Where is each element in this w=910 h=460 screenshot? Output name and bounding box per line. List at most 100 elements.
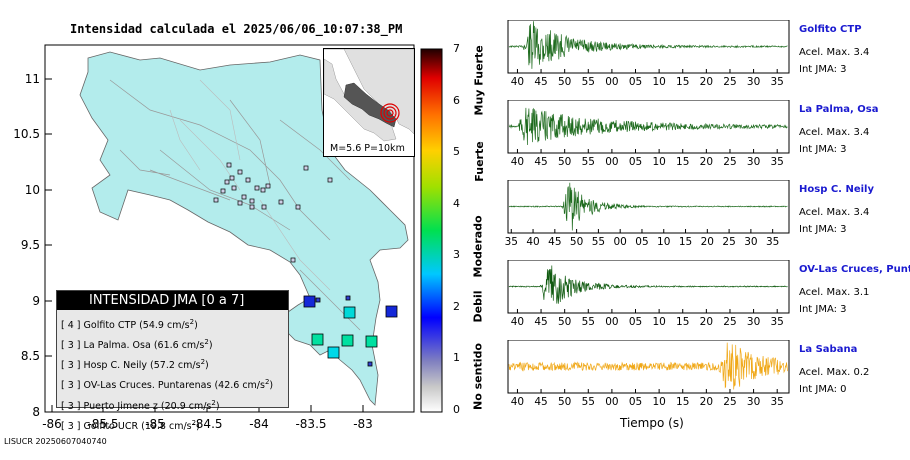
station-jma-intensity: Int JMA: 0 xyxy=(799,384,847,395)
roads xyxy=(109,79,361,331)
legend-item-close: ) xyxy=(205,360,209,372)
seismogram-trace xyxy=(508,342,788,390)
legend-item-close: ) xyxy=(269,380,274,392)
station-markers-intensity xyxy=(303,295,398,367)
station-max-accel: Acel. Max. 3.1 xyxy=(799,287,870,298)
waveform-tick-label: 35 xyxy=(771,396,784,408)
legend-item: [ 4 ] Golfito CTP (54.9 cm/s2) xyxy=(57,314,288,334)
waveform-tick-label: 40 xyxy=(526,236,539,248)
colorbar-category: Debil xyxy=(471,290,485,323)
lat-tick: 9.5 xyxy=(21,238,40,252)
station-max-accel: Acel. Max. 0.2 xyxy=(799,367,870,378)
waveform-tick-label: 10 xyxy=(652,396,665,408)
legend-item-name: La Palma. Osa xyxy=(83,340,151,352)
lat-tick: 8 xyxy=(32,405,40,419)
waveform-tick-label: 45 xyxy=(534,396,547,408)
lat-axis: 11 10.5 10 9.5 9 8.5 8 xyxy=(13,72,52,419)
station-markers-small xyxy=(213,162,333,263)
waveform-tick-label: 40 xyxy=(511,156,524,168)
legend-item: [ 3 ] La Palma. Osa (61.6 cm/s2) xyxy=(57,334,288,354)
lon-tick: -86 xyxy=(42,417,62,431)
waveform-tick-label: 25 xyxy=(723,76,736,88)
waveform-tick-label: 55 xyxy=(582,76,595,88)
legend-item: [ 3 ] Golfito UCR (19.8 cm/s2) xyxy=(57,415,288,435)
waveform-panel: 35 40 45 50 55 00 05 10 15 20 25 30 35 xyxy=(505,180,790,248)
waveform-tick-label: 00 xyxy=(613,236,626,248)
waveform-tick-label: 35 xyxy=(505,236,518,248)
legend-item-value: (42.6 cm/s xyxy=(214,380,265,392)
station-max-accel: Acel. Max. 3.4 xyxy=(799,127,870,138)
waveform-tick-label: 25 xyxy=(723,316,736,328)
waveform-tick-label: 30 xyxy=(747,156,760,168)
colorbar-category: No sentido xyxy=(471,343,485,410)
seismogram-trace xyxy=(508,265,788,304)
station-name: Golfito CTP xyxy=(799,24,862,35)
waveform-tick-label: 20 xyxy=(700,76,713,88)
legend-item-unit-exponent: 2 xyxy=(191,418,197,427)
waveform-tick-label: 50 xyxy=(558,396,571,408)
waveform-panel: 40 45 50 55 00 05 10 15 20 25 30 35 xyxy=(507,20,790,88)
colorbar-category: Muy Fuerte xyxy=(472,45,486,116)
legend-item-jma: [ 4 ] xyxy=(61,320,81,332)
waveform-panel: 40 45 50 55 00 05 10 15 20 25 30 35 xyxy=(507,340,790,408)
waveform-tick-label: 40 xyxy=(511,396,524,408)
waveform-tick-label: 00 xyxy=(605,76,618,88)
waveform-tick-label: 55 xyxy=(592,236,605,248)
waveform-tick-label: 40 xyxy=(511,76,524,88)
legend-item-unit-exponent: 2 xyxy=(211,398,216,407)
lat-tick: 8.5 xyxy=(21,349,40,363)
waveform-tick-label: 20 xyxy=(701,236,714,248)
time-axis-title: Tiempo (s) xyxy=(620,416,684,430)
waveform-tick-label: 45 xyxy=(548,236,561,248)
station-name: La Sabana xyxy=(799,344,858,355)
waveform-tick-label: 45 xyxy=(534,156,547,168)
legend-item-value: (61.6 cm/s xyxy=(153,340,205,352)
waveform-tick-label: 45 xyxy=(534,76,547,88)
station-name: Hosp C. Neily xyxy=(799,184,874,195)
colorbar-tick-label: 3 xyxy=(453,248,460,261)
waveform-tick-label: 15 xyxy=(676,316,689,328)
legend-item-jma: [ 3 ] xyxy=(61,400,81,412)
colorbar-tick-label: 1 xyxy=(453,351,460,364)
waveform-tick-label: 10 xyxy=(652,76,665,88)
legend-item-jma: [ 3 ] xyxy=(61,420,81,432)
colorbar-tick-label: 7 xyxy=(453,42,460,55)
station-jma-intensity: Int JMA: 3 xyxy=(799,144,847,155)
waveform-tick-label: 05 xyxy=(629,396,642,408)
waveform-tick-label: 40 xyxy=(511,316,524,328)
waveform-tick-label: 25 xyxy=(723,156,736,168)
lon-tick: -85.5 xyxy=(87,417,118,431)
lon-axis: -86 -85.5 -85 -84.5 -84 -83.5 -83 xyxy=(42,405,373,431)
waveform-tick-label: 50 xyxy=(570,236,583,248)
legend-item-name: Hosp C. Neily xyxy=(83,360,148,372)
waveform-tick-label: 10 xyxy=(652,316,665,328)
waveform-tick-label: 10 xyxy=(657,236,670,248)
legend-item-name: Puerto Jimene z xyxy=(83,400,158,412)
waveform-tick-label: 20 xyxy=(700,156,713,168)
lon-tick: -84.5 xyxy=(191,417,222,431)
waveform-tick-label: 20 xyxy=(700,396,713,408)
waveform-tick-label: 05 xyxy=(635,236,648,248)
legend-item: [ 3 ] Hosp C. Neily (57.2 cm/s2) xyxy=(57,354,288,374)
inset-caption: M=5.6 P=10km xyxy=(330,143,405,154)
waveform-tick-label: 35 xyxy=(771,316,784,328)
legend-item-jma: [ 3 ] xyxy=(61,360,81,372)
colorbar-tick-label: 0 xyxy=(453,402,460,416)
lat-tick: 10 xyxy=(25,183,40,197)
colorbar-tick-label: 2 xyxy=(453,299,460,313)
seismogram-trace xyxy=(508,107,788,146)
waveform-tick-label: 55 xyxy=(582,156,595,168)
legend-item-value: (20.9 cm/s xyxy=(160,400,212,412)
lat-tick: 9 xyxy=(32,294,40,308)
waveform-tick-label: 00 xyxy=(605,156,618,168)
waveform-tick-label: 05 xyxy=(629,156,642,168)
colorbar-category: Fuerte xyxy=(473,141,486,182)
waveform-tick-label: 35 xyxy=(771,76,784,88)
colorbar-tick-label: 5 xyxy=(453,145,460,158)
waveform-tick-label: 50 xyxy=(558,76,571,88)
waveform-tick-label: 25 xyxy=(723,396,736,408)
lat-tick: 10.5 xyxy=(13,127,40,141)
waveform-tick-label: 10 xyxy=(652,156,665,168)
waveform-tick-label: 30 xyxy=(744,236,757,248)
legend-item-unit-exponent: 2 xyxy=(200,358,206,367)
